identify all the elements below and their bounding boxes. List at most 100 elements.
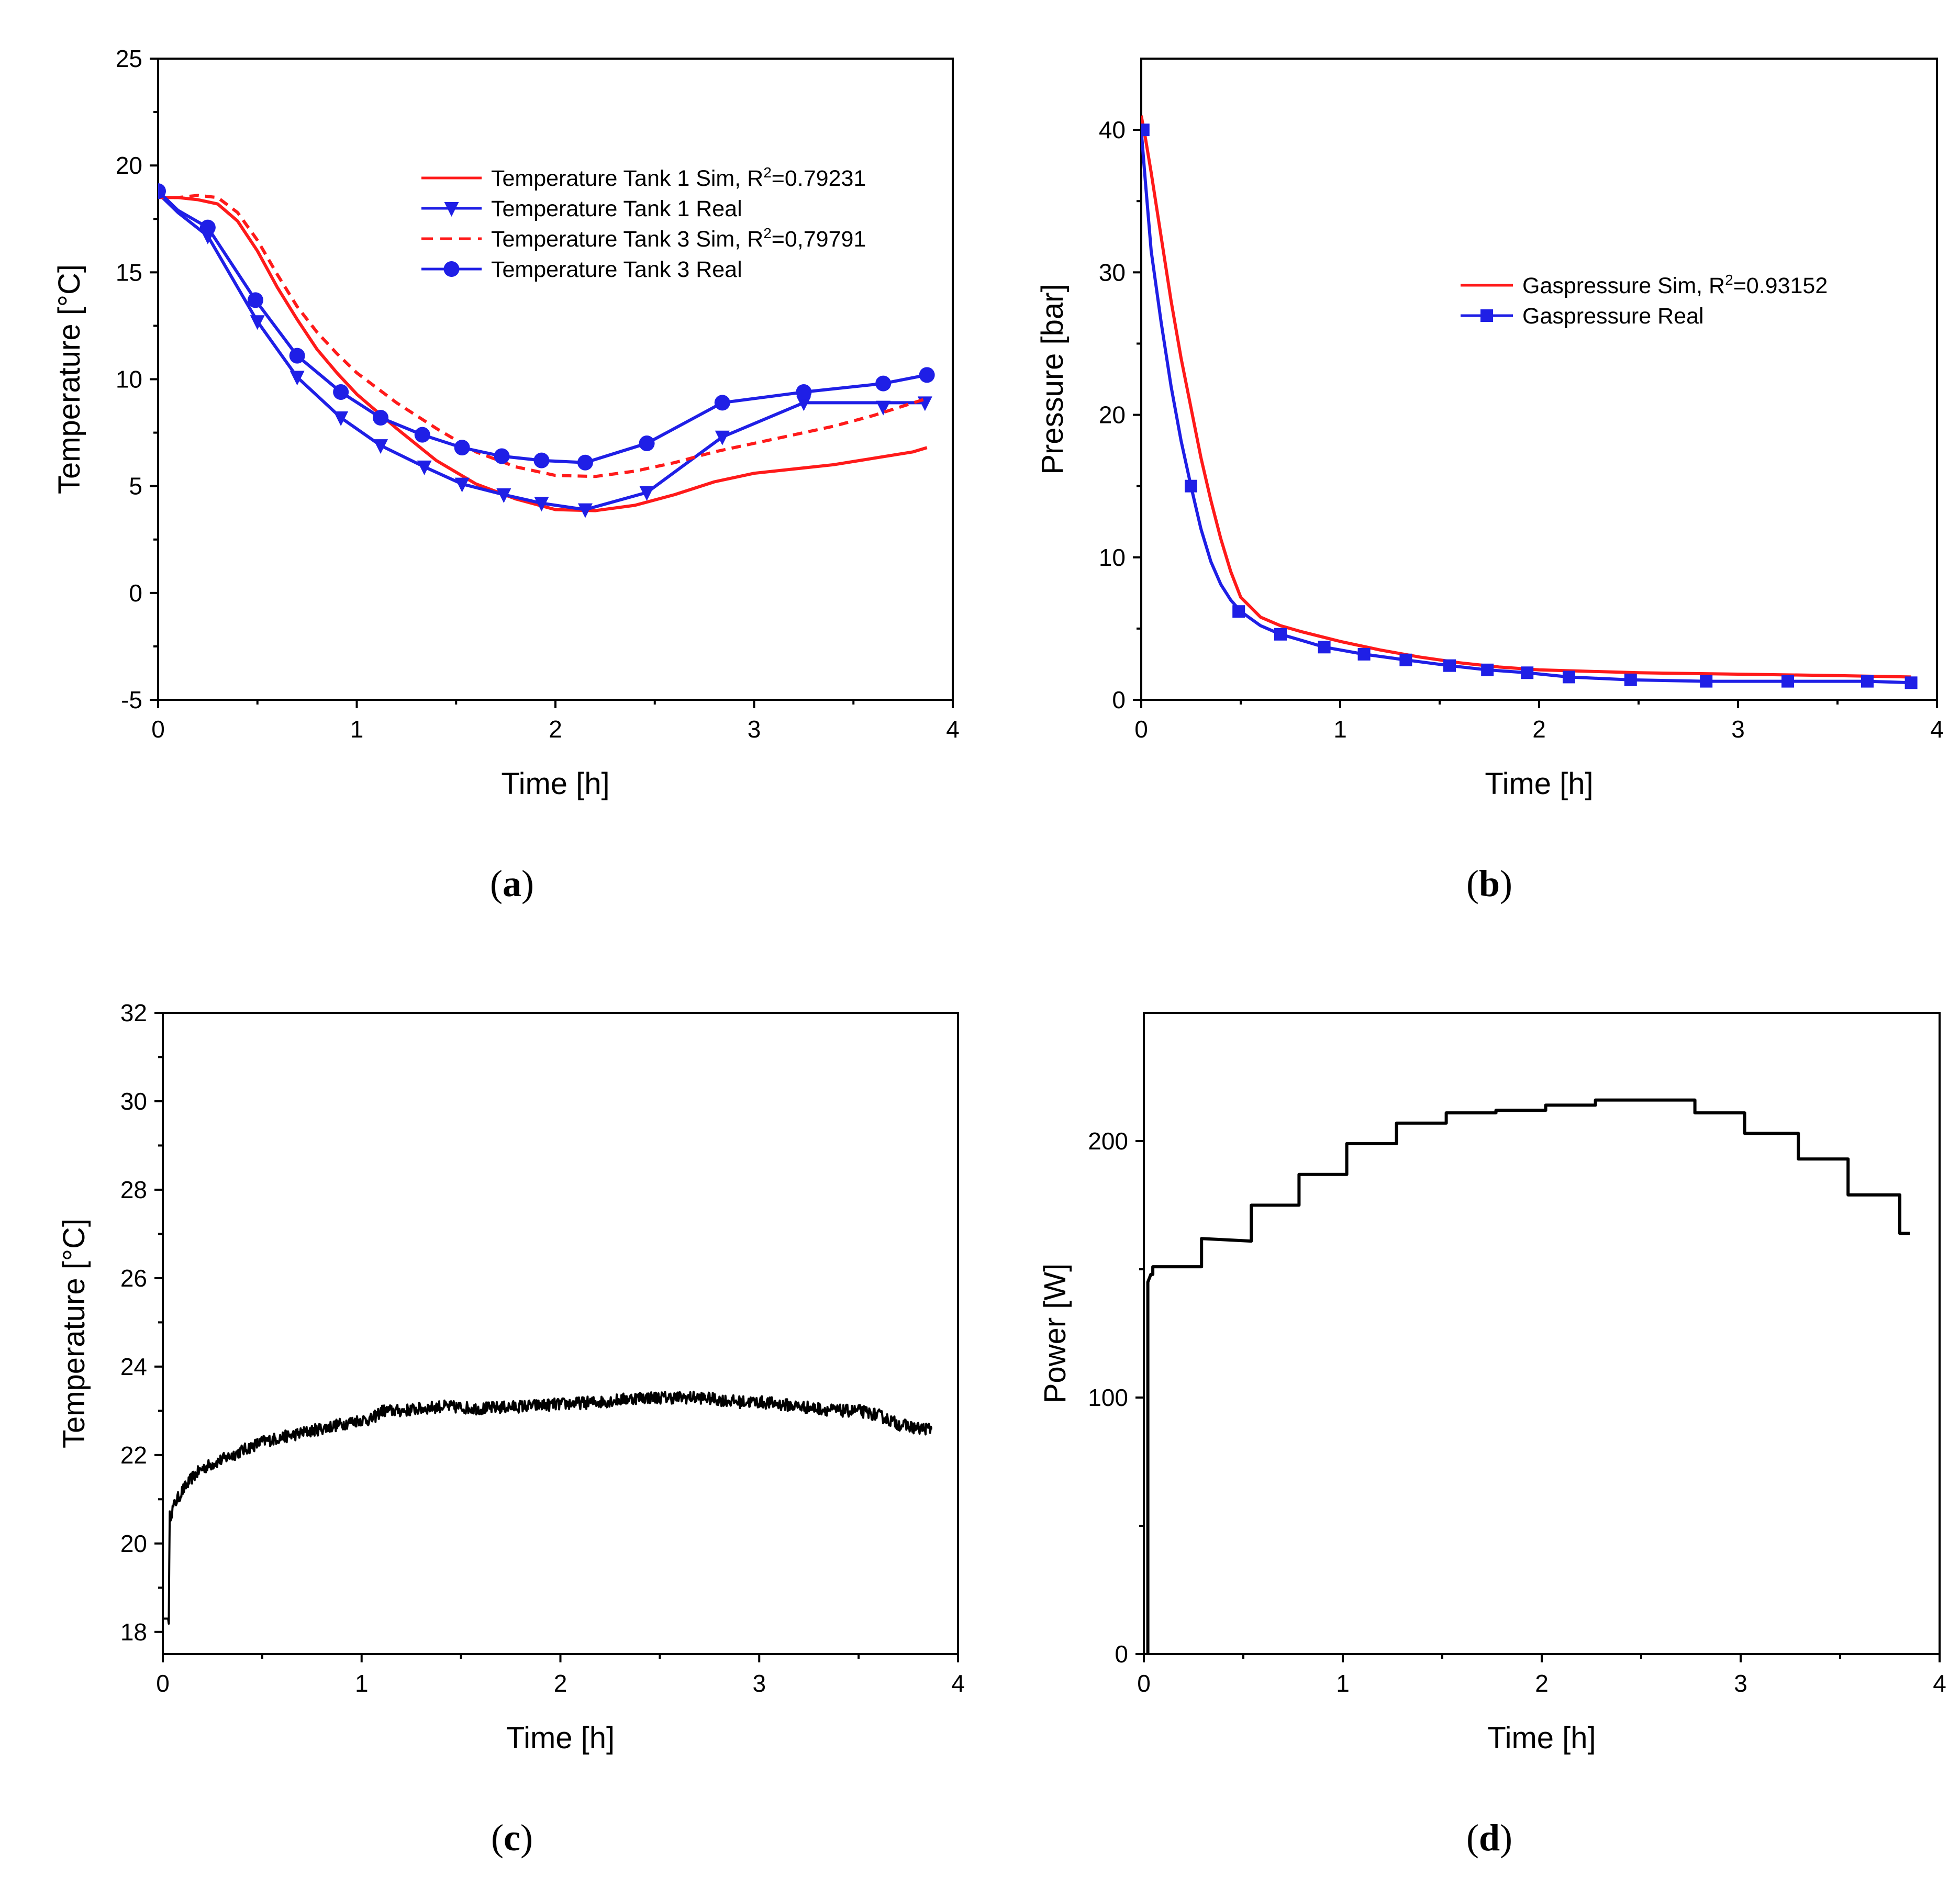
data-point-marker bbox=[639, 435, 655, 451]
panel-caption: (c) bbox=[491, 1817, 533, 1859]
legend-text-main: Temperature Tank 3 Real bbox=[491, 257, 742, 282]
data-point-marker bbox=[1700, 675, 1713, 688]
series-0 bbox=[1141, 115, 1911, 679]
series-1 bbox=[1141, 124, 1918, 689]
panel-caption: (b) bbox=[1466, 863, 1512, 904]
x-tick-label: 3 bbox=[1731, 716, 1745, 743]
data-point-marker bbox=[373, 439, 388, 454]
data-point-marker bbox=[639, 486, 654, 501]
x-tick-label: 0 bbox=[156, 1670, 170, 1697]
caption-letter: d bbox=[1479, 1817, 1500, 1859]
data-point-marker bbox=[158, 183, 166, 199]
legend-text-main: Gaspressure Real bbox=[1522, 304, 1704, 329]
caption-letter: c bbox=[504, 1817, 520, 1859]
y-tick-label: 0 bbox=[129, 579, 142, 607]
y-axis-title: Temperature [°C] bbox=[57, 1219, 91, 1448]
legend-marker bbox=[443, 261, 460, 277]
legend-entry: Temperature Tank 1 Sim, R2=0.79231 bbox=[491, 164, 866, 191]
x-tick-label: 2 bbox=[1535, 1670, 1549, 1697]
plot-frame bbox=[162, 1012, 959, 1655]
caption-letter: b bbox=[1479, 863, 1500, 904]
data-point-marker bbox=[417, 460, 432, 475]
caption-paren-open: ( bbox=[491, 1817, 504, 1859]
legend-entry: Temperature Tank 3 Sim, R2=0,79791 bbox=[491, 225, 866, 252]
data-point-marker bbox=[454, 440, 470, 456]
series-2 bbox=[158, 194, 928, 478]
series-line bbox=[1141, 115, 1911, 679]
y-tick-label: 20 bbox=[120, 1530, 147, 1557]
data-point-marker bbox=[876, 400, 891, 416]
y-tick-label: 0 bbox=[1115, 1640, 1128, 1668]
chart-panel-c: 0 1 2 3 4 18 20 22 24 26 28 30 32 Time [h] Temperature… bbox=[57, 999, 965, 1859]
x-tick-label: 0 bbox=[1137, 1670, 1151, 1697]
x-tick-label: 3 bbox=[1734, 1670, 1747, 1697]
x-tick-label: 4 bbox=[946, 716, 960, 743]
data-point-marker bbox=[289, 371, 305, 386]
data-point-marker bbox=[1443, 659, 1456, 672]
data-point-marker bbox=[577, 454, 593, 471]
data-point-marker bbox=[496, 488, 511, 503]
legend-text-tail: =0.79231 bbox=[772, 166, 866, 191]
chart-panel-a: 0 1 2 3 4 -5 0 5 10 15 20 25 Time [h] Temperature [°C… bbox=[52, 45, 960, 904]
legend-text-main: Temperature Tank 3 Sim, R bbox=[491, 227, 763, 252]
data-point-marker bbox=[1318, 641, 1331, 654]
y-tick-label: 15 bbox=[116, 259, 142, 286]
plot-frame bbox=[157, 58, 954, 701]
series-line bbox=[158, 196, 928, 512]
plot-frame bbox=[1140, 58, 1938, 701]
data-point-marker bbox=[1141, 124, 1150, 137]
x-tick-label: 1 bbox=[1336, 1670, 1350, 1697]
series-line bbox=[163, 1390, 933, 1625]
x-tick-label: 1 bbox=[350, 716, 364, 743]
x-tick-label: 2 bbox=[549, 716, 562, 743]
data-point-marker bbox=[1357, 647, 1371, 661]
y-tick-label: 0 bbox=[1112, 686, 1126, 713]
y-tick-label: 30 bbox=[1099, 259, 1126, 286]
legend-text-sup: 2 bbox=[763, 164, 772, 181]
legend-entry: Gaspressure Real bbox=[1522, 304, 1704, 329]
y-tick-label: 25 bbox=[116, 45, 142, 72]
caption-paren-open: ( bbox=[1466, 863, 1479, 904]
data-point-marker bbox=[715, 430, 730, 445]
panel-caption: (d) bbox=[1466, 1817, 1512, 1859]
data-point-marker bbox=[289, 348, 305, 364]
y-tick-label: 26 bbox=[120, 1265, 147, 1292]
caption-paren-open: ( bbox=[1466, 1817, 1479, 1859]
legend-text-main: Temperature Tank 1 Real bbox=[491, 196, 742, 221]
legend-text-main: Temperature Tank 1 Sim, R bbox=[491, 166, 763, 191]
x-axis-title: Time [h] bbox=[506, 1721, 615, 1755]
x-tick-label: 0 bbox=[151, 716, 165, 743]
series-0 bbox=[163, 1390, 933, 1625]
data-point-marker bbox=[875, 375, 892, 392]
data-point-marker bbox=[534, 497, 549, 512]
series-line bbox=[158, 194, 928, 478]
panel-caption: (a) bbox=[490, 863, 534, 904]
data-point-marker bbox=[1185, 479, 1197, 493]
data-point-marker bbox=[1781, 675, 1794, 688]
y-tick-label: 28 bbox=[120, 1176, 147, 1203]
caption-paren-close: ) bbox=[1500, 863, 1512, 904]
caption-paren-close: ) bbox=[1500, 1817, 1512, 1859]
y-tick-label: 18 bbox=[120, 1618, 147, 1646]
data-point-marker bbox=[577, 503, 593, 518]
y-tick-label: 10 bbox=[116, 366, 142, 393]
series-3 bbox=[158, 183, 935, 471]
x-tick-label: 2 bbox=[554, 1670, 567, 1697]
y-tick-label: 100 bbox=[1088, 1384, 1128, 1411]
y-tick-label: 20 bbox=[1099, 401, 1126, 429]
data-point-marker bbox=[333, 384, 349, 400]
y-tick-label: 32 bbox=[120, 999, 147, 1026]
legend-entry: Temperature Tank 3 Real bbox=[491, 257, 742, 282]
y-axis-title: Pressure [bar] bbox=[1035, 284, 1070, 474]
series-line bbox=[1146, 1098, 1910, 1654]
data-point-marker bbox=[533, 452, 550, 468]
data-point-marker bbox=[796, 396, 811, 411]
legend-marker bbox=[444, 202, 459, 217]
x-axis-title: Time [h] bbox=[501, 767, 609, 801]
caption-letter: a bbox=[503, 863, 521, 904]
x-tick-label: 1 bbox=[355, 1670, 369, 1697]
data-point-marker bbox=[1232, 605, 1245, 618]
chart-panel-d: 0 1 2 3 4 0 100 200 Time [h] Power [W] (d) bbox=[1038, 1012, 1946, 1859]
